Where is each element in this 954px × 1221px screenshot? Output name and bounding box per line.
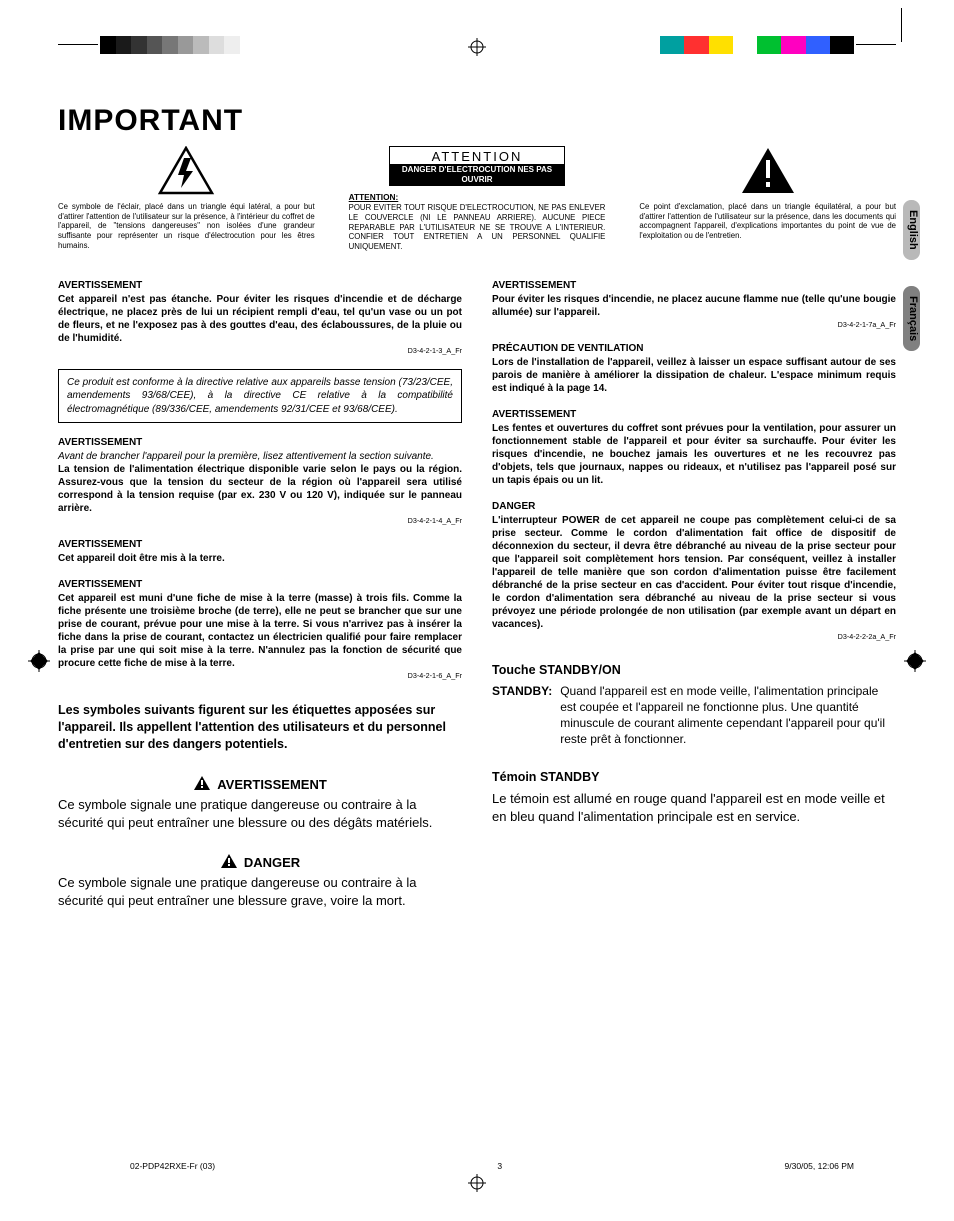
- temoin-label: Témoin: [492, 770, 536, 784]
- symbol-bolt: Ce symbole de l'éclair, placé dans un tr…: [58, 146, 315, 251]
- footer-page-number: 3: [497, 1161, 502, 1171]
- danger-label-body: Ce symbole signale une pratique dangereu…: [58, 874, 462, 909]
- labels-intro: Les symboles suivants figurent sur les é…: [58, 702, 462, 753]
- r-avert2-header: AVERTISSEMENT: [492, 409, 896, 420]
- attention-box: ATTENTION DANGER D'ELECTROCUTION NES PAS…: [389, 146, 565, 186]
- avert2-body: La tension de l'alimentation électrique …: [58, 463, 462, 515]
- danger-triangle-icon: [220, 853, 238, 872]
- r-danger-body: L'interrupteur POWER de cet appareil ne …: [492, 514, 896, 631]
- avert1-body: Cet appareil n'est pas étanche. Pour évi…: [58, 293, 462, 345]
- avert2-code: D3-4-2-1-4_A_Fr: [58, 516, 462, 525]
- page-footer: 02-PDP42RXE-Fr (03) 3 9/30/05, 12:06 PM: [130, 1161, 854, 1171]
- danger-label-header: DANGER: [58, 853, 462, 872]
- standby-row: STANDBY: Quand l'appareil est en mode ve…: [492, 683, 896, 748]
- r-danger-code: D3-4-2-2-2a_A_Fr: [492, 632, 896, 641]
- warning-triangle-icon: [193, 775, 211, 794]
- temoin-header: Témoin STANDBY: [492, 770, 896, 784]
- avert1-code: D3-4-2-1-3_A_Fr: [58, 346, 462, 355]
- r-ventilation-header: PRÉCAUTION DE VENTILATION: [492, 343, 896, 354]
- right-column: AVERTISSEMENT Pour éviter les risques d'…: [492, 266, 896, 909]
- touche-header: Touche STANDBY/ON: [492, 663, 896, 677]
- ce-compliance-box: Ce produit est conforme à la directive r…: [58, 369, 462, 424]
- avert3-body: Cet appareil doit être mis à la terre.: [58, 552, 462, 565]
- footer-timestamp: 9/30/05, 12:06 PM: [785, 1161, 854, 1171]
- avert4-code: D3-4-2-1-6_A_Fr: [58, 671, 462, 680]
- bolt-triangle-icon: [157, 146, 215, 196]
- touche-label: Touche: [492, 663, 536, 677]
- attention-box-title: ATTENTION: [398, 149, 556, 164]
- temoin-keyword: STANDBY: [540, 770, 600, 784]
- exclamation-triangle-icon: [739, 146, 797, 196]
- left-column: AVERTISSEMENT Cet appareil n'est pas éta…: [58, 266, 462, 909]
- warning-label-body: Ce symbole signale une pratique dangereu…: [58, 796, 462, 831]
- standby-value: Quand l'appareil est en mode veille, l'a…: [560, 683, 896, 748]
- r-danger-header: DANGER: [492, 501, 896, 512]
- important-heading: IMPORTANT: [58, 104, 896, 138]
- avert1-header: AVERTISSEMENT: [58, 280, 462, 291]
- r-avert1-header: AVERTISSEMENT: [492, 280, 896, 291]
- attention-caption: POUR EVITER TOUT RISQUE D'ELECTROCUTION,…: [349, 203, 606, 252]
- avert2-header: AVERTISSEMENT: [58, 437, 462, 448]
- touche-keyword: STANDBY/ON: [539, 663, 621, 677]
- symbol-exclamation: Ce point d'exclamation, placé dans un tr…: [639, 146, 896, 241]
- footer-left: 02-PDP42RXE-Fr (03): [130, 1161, 215, 1171]
- exclamation-caption: Ce point d'exclamation, placé dans un tr…: [639, 202, 896, 241]
- attention-caption-header: ATTENTION:: [349, 192, 606, 202]
- warning-label-header: AVERTISSEMENT: [58, 775, 462, 794]
- temoin-body: Le témoin est allumé en rouge quand l'ap…: [492, 790, 896, 826]
- r-avert1-code: D3-4-2-1-7a_A_Fr: [492, 320, 896, 329]
- r-avert2-body: Les fentes et ouvertures du coffret sont…: [492, 422, 896, 487]
- symbol-attention-box: ATTENTION DANGER D'ELECTROCUTION NES PAS…: [349, 146, 606, 252]
- warning-label-text: AVERTISSEMENT: [217, 777, 327, 792]
- symbol-row: Ce symbole de l'éclair, placé dans un tr…: [58, 146, 896, 252]
- danger-label-text: DANGER: [244, 855, 300, 870]
- avert3-header: AVERTISSEMENT: [58, 539, 462, 550]
- r-ventilation-body: Lors de l'installation de l'appareil, ve…: [492, 356, 896, 395]
- standby-key: STANDBY:: [492, 683, 552, 748]
- avert4-body: Cet appareil est muni d'une fiche de mis…: [58, 592, 462, 670]
- avert2-intro: Avant de brancher l'appareil pour la pre…: [58, 450, 462, 463]
- attention-box-subtitle: DANGER D'ELECTROCUTION NES PAS OUVRIR: [390, 164, 564, 185]
- avert4-header: AVERTISSEMENT: [58, 579, 462, 590]
- r-avert1-body: Pour éviter les risques d'incendie, ne p…: [492, 293, 896, 319]
- bolt-caption: Ce symbole de l'éclair, placé dans un tr…: [58, 202, 315, 251]
- registration-mark-bottom: [468, 1174, 486, 1197]
